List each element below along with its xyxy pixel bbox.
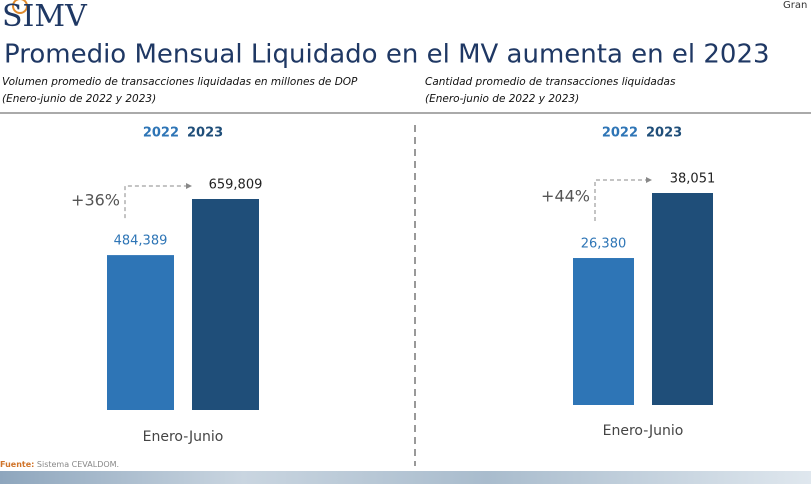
value-label: 26,380 — [581, 237, 627, 252]
chart-subtitle: Cantidad promedio de transacciones liqui… — [425, 76, 676, 88]
bar — [652, 193, 713, 405]
value-label: 484,389 — [114, 234, 168, 249]
category-label: Enero-Junio — [143, 429, 224, 445]
source: Sistema CEVALDOM. — [37, 460, 119, 469]
corner-text: Gran — [783, 0, 807, 11]
source-label: Fuente: — [0, 460, 34, 469]
source-note: Fuente: Sistema CEVALDOM. — [0, 460, 119, 469]
annotation: +36% — [71, 191, 120, 210]
bar — [192, 199, 259, 410]
chart-subtitle: Volumen promedio de transacciones liquid… — [2, 76, 358, 88]
value-label: 659,809 — [209, 178, 263, 193]
growth-arrow — [594, 179, 646, 222]
chart-subtitle: (Enero-junio de 2022 y 2023) — [425, 93, 579, 105]
bar — [573, 258, 634, 405]
chart-subtitle: (Enero-junio de 2022 y 2023) — [2, 93, 156, 105]
footer-strip — [0, 471, 811, 484]
legend-entry: 2022 — [602, 126, 638, 141]
value-label: 38,051 — [670, 172, 716, 187]
arrow-head — [186, 183, 192, 189]
legend-entry: 2023 — [187, 126, 223, 141]
bar — [107, 255, 174, 410]
annotation: +44% — [541, 187, 590, 206]
slide-title: Promedio Mensual Liquidado en el MV aume… — [4, 40, 770, 70]
logo-mark — [12, 0, 28, 14]
legend-entry: 2023 — [646, 126, 682, 141]
growth-arrow — [124, 185, 186, 219]
logo: SIMV — [2, 0, 88, 34]
arrow-head — [646, 177, 652, 183]
legend-entry: 2022 — [143, 126, 179, 141]
category-label: Enero-Junio — [603, 423, 684, 439]
